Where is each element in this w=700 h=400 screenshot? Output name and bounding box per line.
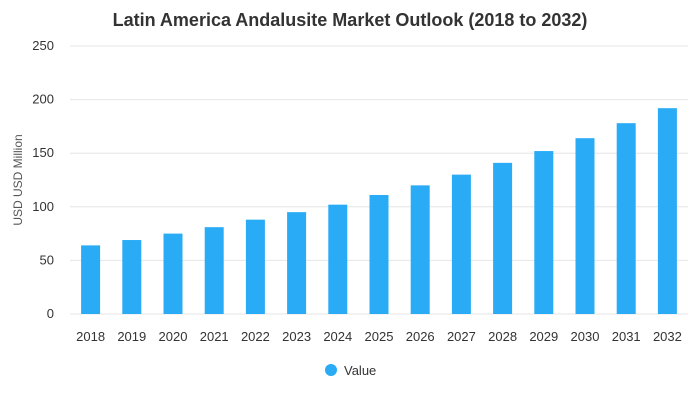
x-tick-label-2024: 2024 <box>323 329 352 344</box>
y-tick-label: 100 <box>32 199 54 214</box>
x-tick-label-2028: 2028 <box>488 329 517 344</box>
x-tick-label-2030: 2030 <box>571 329 600 344</box>
bar-2032 <box>657 108 677 315</box>
legend-swatch-value <box>325 364 337 376</box>
bar-2026 <box>410 185 430 314</box>
y-tick-label: 150 <box>32 145 54 160</box>
x-tick-label-2020: 2020 <box>159 329 188 344</box>
bar-2022 <box>245 219 265 314</box>
x-tick-label-2018: 2018 <box>76 329 105 344</box>
bar-2030 <box>575 138 595 314</box>
chart-title: Latin America Andalusite Market Outlook … <box>113 10 588 30</box>
bar-2024 <box>328 204 348 314</box>
x-tick-label-2029: 2029 <box>529 329 558 344</box>
x-tick-label-2022: 2022 <box>241 329 270 344</box>
x-tick-label-2031: 2031 <box>612 329 641 344</box>
bar-2027 <box>451 174 471 314</box>
y-tick-label: 200 <box>32 92 54 107</box>
x-tick-label-2021: 2021 <box>200 329 229 344</box>
bar-2019 <box>122 240 142 314</box>
bar-2021 <box>204 227 224 314</box>
x-tick-label-2019: 2019 <box>117 329 146 344</box>
bar-2023 <box>287 212 307 314</box>
x-tick-label-2026: 2026 <box>406 329 435 344</box>
legend-label-value: Value <box>344 363 376 378</box>
y-axis-ticks: 0 50 100 150 200 250 <box>32 38 54 321</box>
x-tick-label-2027: 2027 <box>447 329 476 344</box>
bar-2029 <box>534 151 554 314</box>
x-tick-label-2032: 2032 <box>653 329 682 344</box>
y-axis-label: USD USD Million <box>11 134 25 225</box>
bar-2031 <box>616 123 636 315</box>
bars <box>81 108 677 315</box>
x-axis-ticks: 2018 2019 2020 2021 2022 2023 2024 2025 2026 2027… <box>76 329 682 344</box>
bar-2018 <box>81 245 101 314</box>
bar-2025 <box>369 195 389 314</box>
y-tick-label: 250 <box>32 38 54 53</box>
y-tick-label: 50 <box>40 252 54 267</box>
bar-2020 <box>163 233 183 314</box>
y-tick-label: 0 <box>47 306 54 321</box>
x-tick-label-2023: 2023 <box>282 329 311 344</box>
bar-2028 <box>493 162 513 314</box>
x-tick-label-2025: 2025 <box>365 329 394 344</box>
legend: Value <box>325 363 376 378</box>
